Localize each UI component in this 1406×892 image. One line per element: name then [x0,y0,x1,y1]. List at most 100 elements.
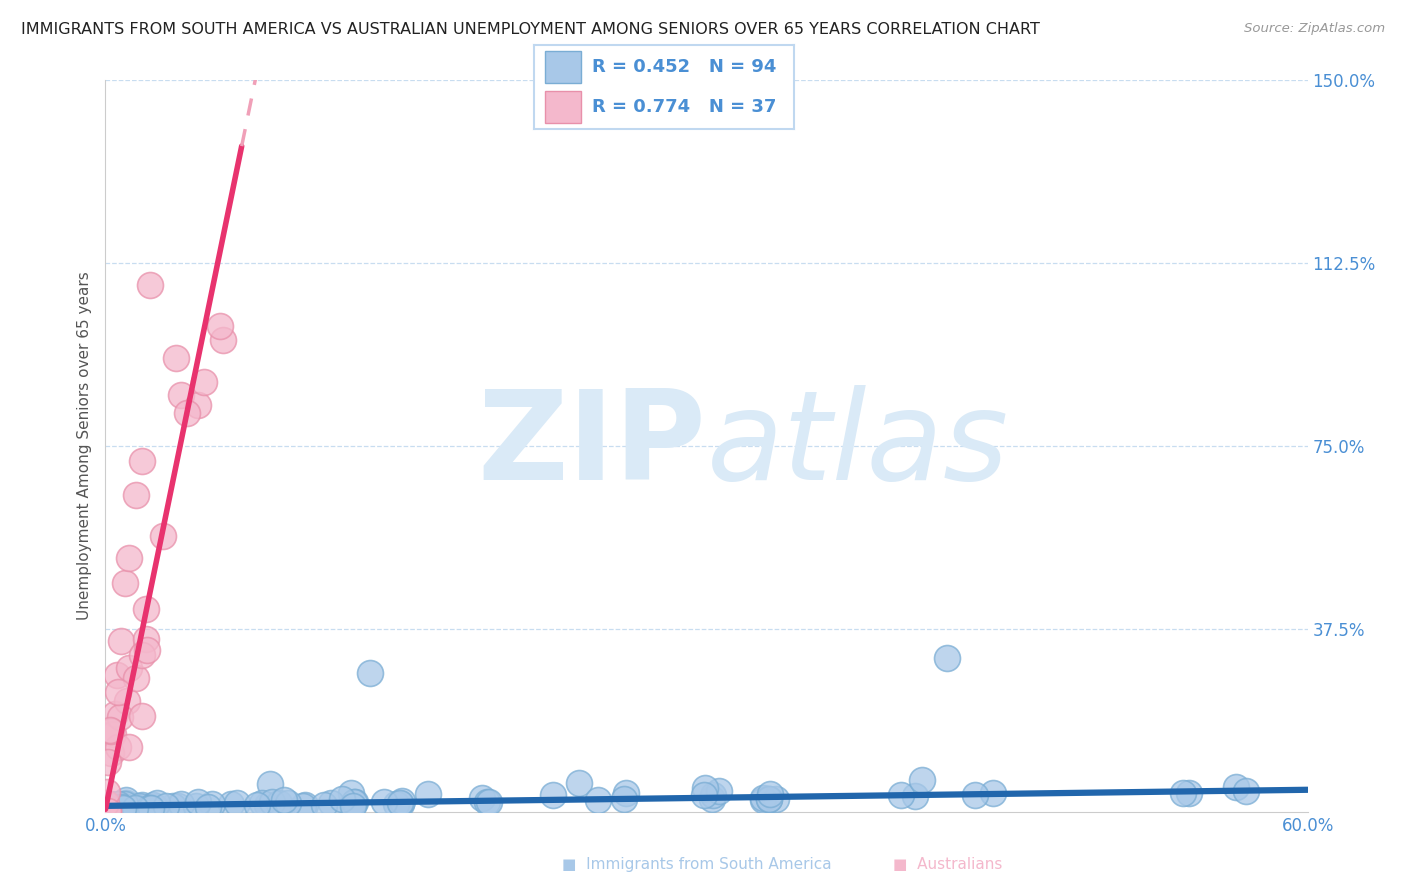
Point [752,792,775,806]
Point [103,802,125,816]
Point [112,801,135,815]
Point [104,707,127,722]
Point [259,777,281,791]
Point [118,551,141,566]
Point [145,796,167,810]
Text: IMMIGRANTS FROM SOUTH AMERICA VS AUSTRALIAN UNEMPLOYMENT AMONG SENIORS OVER 65 Y: IMMIGRANTS FROM SOUTH AMERICA VS AUSTRAL… [21,22,1040,37]
Point [184,799,207,814]
Point [103,797,125,812]
Point [758,792,780,806]
Text: ■  Immigrants from South America: ■ Immigrants from South America [562,857,832,872]
Point [291,798,314,813]
Point [256,797,278,812]
Point [96,785,118,799]
Point [155,798,177,813]
Point [110,800,132,814]
Point [1225,780,1247,794]
Point [187,398,209,412]
Point [96,801,118,815]
Point [330,792,353,806]
Point [219,797,242,811]
Point [385,797,408,812]
Point [752,790,775,805]
Point [568,775,591,789]
Point [1234,784,1257,798]
Point [131,797,153,812]
Point [162,798,184,813]
Point [143,800,166,814]
Point [107,668,129,682]
Point [111,800,134,814]
Point [98,797,121,812]
Point [98,723,121,738]
Point [107,685,129,699]
Point [121,801,143,815]
Point [981,786,1004,800]
Point [125,671,148,685]
Point [693,780,716,795]
Point [115,694,138,708]
Point [176,406,198,420]
Point [115,793,138,807]
Point [1173,786,1195,800]
Point [373,795,395,809]
Point [613,791,636,805]
Point [110,634,132,648]
Point [193,375,215,389]
Point [391,794,413,808]
Point [963,788,986,802]
Point [389,797,412,811]
Point [131,453,153,467]
Point [312,798,335,813]
Point [135,602,157,616]
Point [212,333,235,347]
Point [1178,785,1201,799]
Point [124,801,146,815]
Point [170,387,193,401]
Point [104,801,127,815]
Point [152,529,174,543]
Point [167,798,190,813]
Point [115,797,138,811]
Point [339,786,361,800]
Point [100,723,122,738]
Point [201,797,224,812]
Point [110,800,132,814]
Point [321,796,343,810]
Point [343,795,366,809]
Point [342,798,364,813]
Point [97,804,120,818]
Point [273,793,295,807]
Point [114,797,136,811]
Point [110,710,132,724]
Point [138,278,160,293]
Text: R = 0.452   N = 94: R = 0.452 N = 94 [592,58,776,76]
Point [122,799,145,814]
Point [758,792,780,806]
Y-axis label: Unemployment Among Seniors over 65 years: Unemployment Among Seniors over 65 years [77,272,93,620]
Point [541,789,564,803]
Point [131,648,153,662]
Point [118,660,141,674]
Point [138,801,160,815]
Point [359,665,381,680]
Point [107,797,129,811]
Point [136,642,159,657]
Point [765,792,787,806]
Point [226,797,249,811]
Point [197,800,219,814]
Point [702,791,724,805]
Point [707,784,730,798]
Point [475,795,498,809]
Point [693,789,716,803]
Point [343,795,366,809]
Point [131,709,153,723]
Point [96,796,118,810]
Point [389,796,412,810]
Bar [544,91,581,123]
Point [208,319,231,334]
Point [103,798,125,813]
Text: R = 0.774   N = 37: R = 0.774 N = 37 [592,98,776,116]
Point [112,799,135,814]
Point [260,795,283,809]
